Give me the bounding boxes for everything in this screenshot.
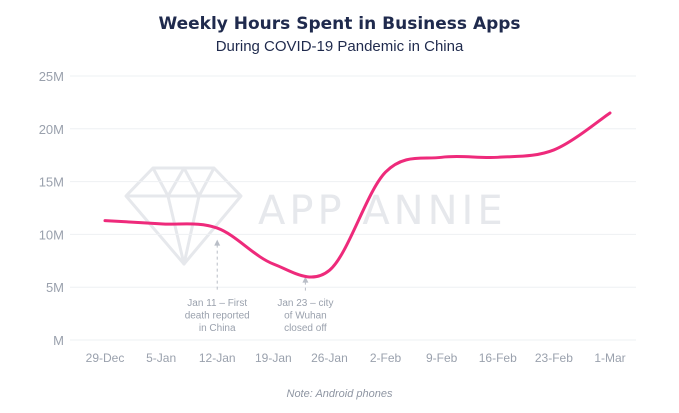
annotation-arrow-icon bbox=[302, 276, 309, 283]
annotation-text: in China bbox=[199, 323, 236, 334]
x-tick-label: 2-Feb bbox=[370, 351, 402, 365]
series-group bbox=[103, 111, 612, 279]
footnote: Note: Android phones bbox=[286, 388, 393, 400]
series-line bbox=[103, 111, 612, 279]
annotation-text: death reported bbox=[185, 311, 250, 322]
x-tick-label: 29-Dec bbox=[86, 351, 125, 365]
y-axis: M 5M 10M 15M 20M 25M bbox=[39, 69, 64, 348]
annotation-text: Jan 11 – First bbox=[187, 298, 247, 309]
annotation-text: closed off bbox=[284, 323, 327, 334]
x-tick-label: 23-Feb bbox=[535, 351, 573, 365]
x-tick-label: 26-Jan bbox=[311, 351, 348, 365]
annotation-text: Jan 23 – city bbox=[277, 298, 333, 309]
x-tick-label: 1-Mar bbox=[594, 351, 625, 365]
y-tick-label: 15M bbox=[39, 175, 64, 190]
app-annie-watermark: APP ANNIE bbox=[124, 166, 507, 266]
chart-subtitle: During COVID-19 Pandemic in China bbox=[215, 38, 464, 55]
x-tick-label: 16-Feb bbox=[479, 351, 517, 365]
chart-title: Weekly Hours Spent in Business Apps bbox=[158, 14, 521, 34]
annotation-arrow-icon bbox=[214, 239, 221, 246]
diamond-logo-icon bbox=[124, 166, 243, 266]
x-tick-label: 19-Jan bbox=[255, 351, 292, 365]
annotation-text: of Wuhan bbox=[284, 311, 327, 322]
y-tick-label: M bbox=[53, 333, 64, 348]
x-tick-label: 12-Jan bbox=[199, 351, 236, 365]
y-tick-label: 5M bbox=[46, 280, 64, 295]
y-tick-label: 25M bbox=[39, 69, 64, 84]
x-tick-label: 9-Feb bbox=[426, 351, 458, 365]
watermark-text: APP ANNIE bbox=[258, 188, 507, 234]
x-axis: 29-Dec 5-Jan 12-Jan 19-Jan 26-Jan 2-Feb 9-Feb 1… bbox=[86, 351, 626, 365]
y-tick-label: 20M bbox=[39, 122, 64, 137]
gridlines bbox=[70, 75, 636, 341]
y-tick-label: 10M bbox=[39, 227, 64, 242]
x-tick-label: 5-Jan bbox=[146, 351, 176, 365]
